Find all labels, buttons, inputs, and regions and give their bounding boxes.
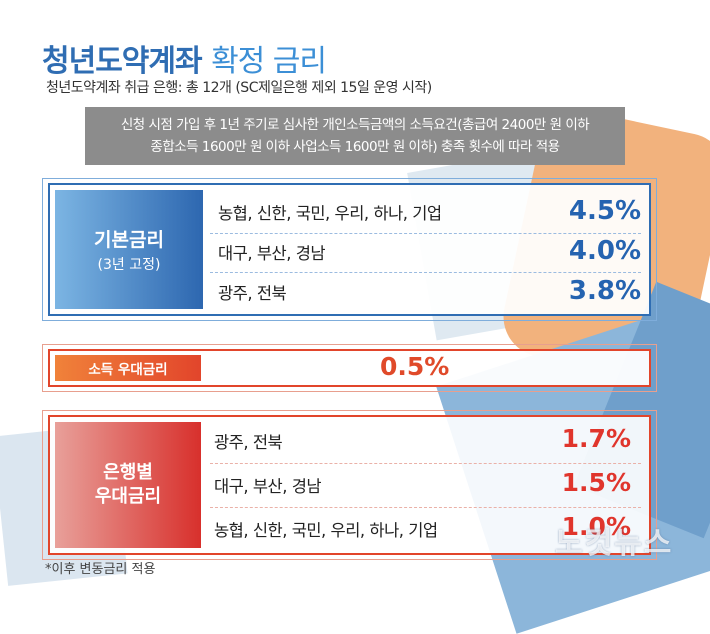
bank-rate-value: 1.7% (561, 424, 631, 453)
bank-rate-frame (42, 410, 657, 560)
bank-rate-banks: 대구, 부산, 경남 (214, 477, 322, 496)
income-rate-section: 소득 우대금리 0.5% (48, 349, 651, 387)
row-divider (210, 507, 641, 508)
income-rate-label: 소득 우대금리 (55, 355, 201, 381)
footnote: *이후 변동금리 적용 (45, 562, 156, 577)
row-divider (210, 272, 641, 273)
base-rate-row: 대구, 부산, 경남 (218, 233, 326, 271)
base-rate-row: 광주, 전북 (218, 273, 287, 311)
notice-line-2: 종합소득 1600만 원 이하 사업소득 1600만 원 이하) 충족 횟수에 … (150, 139, 560, 155)
base-rate-banks: 대구, 부산, 경남 (218, 244, 326, 263)
bank-rate-banks: 농협, 신한, 국민, 우리, 하나, 기업 (214, 521, 438, 540)
bank-rate-banks: 광주, 전북 (214, 433, 283, 452)
page-title: 청년도약계좌 확정 금리 (42, 36, 327, 80)
bank-rate-section: 은행별 우대금리 광주, 전북 1.7% 대구, 부산, 경남 1.5% 농협,… (48, 415, 651, 555)
bank-rate-row: 대구, 부산, 경남 (214, 465, 322, 505)
bank-rate-row: 농협, 신한, 국민, 우리, 하나, 기업 (214, 509, 438, 549)
bank-rate-value: 1.5% (561, 468, 631, 497)
bank-rate-row: 광주, 전북 (214, 421, 283, 461)
notice-box: 신청 시점 가입 후 1년 주기로 심사한 개인소득금액의 소득요건(총급여 2… (85, 107, 625, 165)
page-title-sub: 확정 금리 (211, 44, 327, 79)
base-rate-frame (42, 178, 657, 321)
base-rate-label-title: 기본금리 (94, 229, 164, 251)
base-rate-banks: 농협, 신한, 국민, 우리, 하나, 기업 (218, 204, 442, 223)
bank-rate-value: 1.0% (561, 512, 631, 541)
row-divider (210, 463, 641, 464)
base-rate-value: 3.8% (568, 276, 641, 306)
income-rate-value: 0.5% (380, 352, 450, 381)
row-divider (210, 233, 641, 234)
base-rate-label: 기본금리 (3년 고정) (55, 190, 203, 309)
bank-rate-label-line-2: 우대금리 (94, 486, 162, 507)
notice-line-1: 신청 시점 가입 후 1년 주기로 심사한 개인소득금액의 소득요건(총급여 2… (120, 117, 590, 133)
watermark-logo: 노컷뉴스 (555, 526, 674, 561)
bank-rate-label: 은행별 우대금리 (55, 422, 201, 548)
base-rate-label-note: (3년 고정) (97, 257, 161, 273)
page-title-main: 청년도약계좌 (42, 44, 203, 79)
base-rate-value: 4.5% (568, 196, 641, 226)
income-rate-frame (42, 344, 657, 392)
base-rate-section: 기본금리 (3년 고정) 농협, 신한, 국민, 우리, 하나, 기업 4.5%… (48, 183, 651, 316)
page-subtitle: 청년도약계좌 취급 은행: 총 12개 (SC제일은행 제외 15일 운영 시작… (46, 80, 432, 96)
base-rate-value: 4.0% (568, 236, 641, 266)
base-rate-banks: 광주, 전북 (218, 284, 287, 303)
base-rate-row: 농협, 신한, 국민, 우리, 하나, 기업 (218, 193, 442, 231)
bank-rate-label-line-1: 은행별 (103, 462, 153, 483)
